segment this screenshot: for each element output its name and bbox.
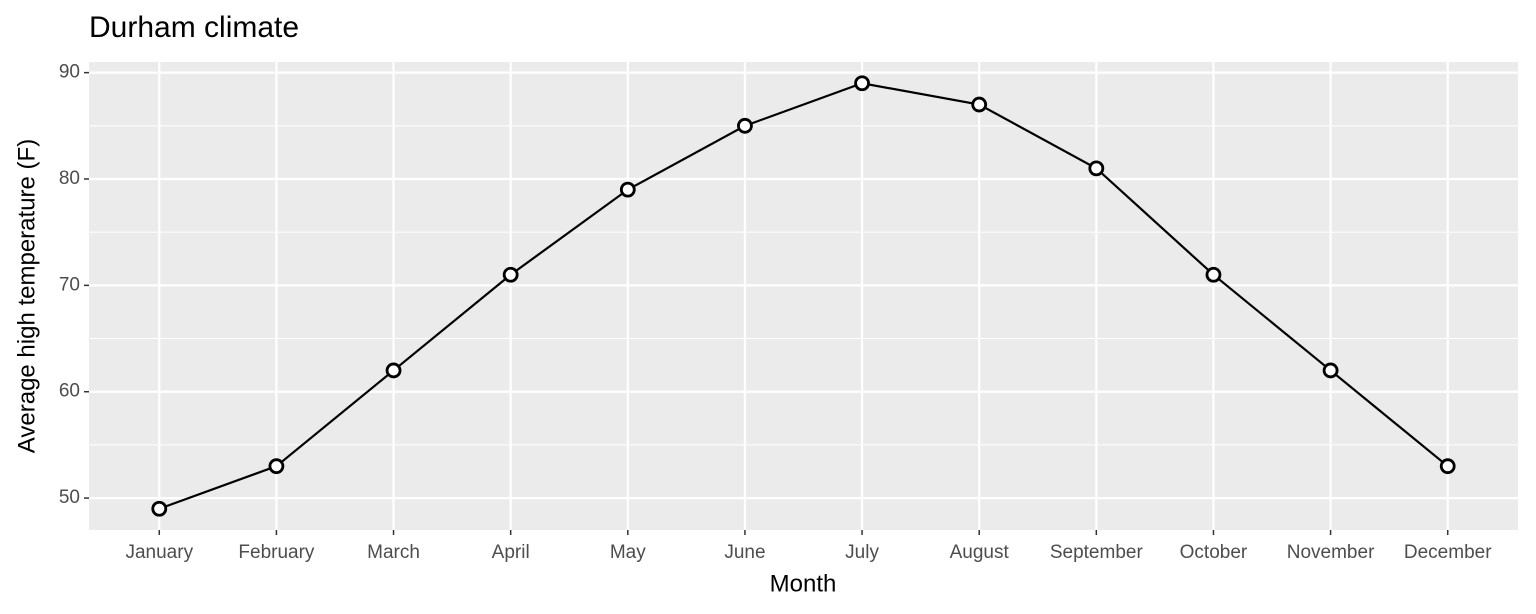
line — [158, 82, 1449, 510]
point — [619, 181, 636, 198]
x-tick-label: August — [950, 542, 1010, 563]
y-tick-label: 70 — [59, 274, 80, 295]
point — [1088, 160, 1105, 177]
point — [268, 458, 285, 475]
x-tick-label: June — [724, 542, 765, 563]
point — [151, 500, 168, 517]
point — [971, 96, 988, 113]
x-tick-label: February — [238, 542, 315, 563]
point — [1322, 362, 1339, 379]
y-tick-label: 50 — [59, 487, 80, 508]
point — [385, 362, 402, 379]
x-tick-label: April — [492, 542, 530, 563]
x-tick-label: October — [1180, 542, 1248, 563]
x-tick-label: January — [125, 542, 193, 563]
x-tick-label: September — [1050, 542, 1144, 563]
point — [502, 266, 519, 283]
chart-title: Durham climate — [89, 11, 299, 44]
x-tick-label: March — [367, 542, 420, 563]
y-tick-label: 80 — [59, 168, 80, 189]
x-tick-label: November — [1287, 542, 1375, 563]
x-tick-label: May — [610, 542, 646, 563]
point — [737, 117, 753, 134]
point — [1205, 266, 1222, 283]
x-tick-label: December — [1404, 542, 1492, 563]
y-axis-title: Average high temperature (F) — [13, 139, 40, 453]
point — [1439, 458, 1456, 475]
y-tick-label: 60 — [59, 381, 80, 402]
panel-background — [89, 62, 1518, 530]
y-tick-label: 90 — [59, 62, 80, 83]
x-tick-label: July — [845, 542, 879, 563]
point — [854, 75, 870, 92]
x-axis-title: Month — [770, 570, 837, 597]
